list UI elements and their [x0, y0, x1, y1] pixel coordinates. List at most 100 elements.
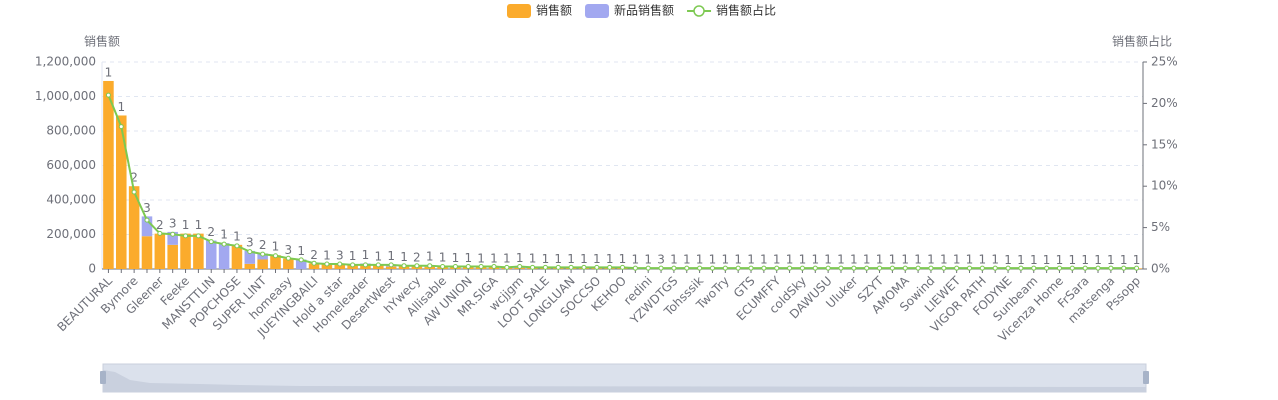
y-tick-label: 200,000: [46, 227, 96, 241]
line-point: [1082, 265, 1088, 271]
bar-label: 1: [272, 240, 280, 254]
bar-label: 1: [567, 252, 575, 266]
line-point: [864, 265, 870, 271]
legend: 销售额 新品销售额 销售额占比: [507, 3, 776, 18]
line-point: [144, 217, 150, 223]
line-point: [1121, 265, 1127, 271]
line-point: [504, 264, 510, 270]
bar-label: 1: [374, 250, 382, 264]
bar: [128, 186, 140, 269]
line-point: [1134, 265, 1140, 271]
legend-label: 新品销售额: [614, 3, 674, 18]
line-point: [568, 264, 574, 270]
bar-label: 1: [606, 252, 614, 266]
line-point: [105, 92, 111, 98]
bar-label: 1: [786, 252, 794, 266]
line-point: [620, 264, 625, 270]
line-point: [941, 265, 947, 271]
y2-tick-label: 10%: [1151, 179, 1178, 193]
line-point: [362, 262, 368, 268]
bar-label: 2: [130, 171, 138, 185]
line-point: [157, 230, 163, 236]
bar-label: 1: [195, 218, 203, 232]
line-point: [170, 231, 176, 237]
bar: [180, 233, 191, 269]
y2-tick-label: 25%: [1151, 55, 1178, 69]
line-point: [825, 265, 831, 271]
y2-tick-label: 5%: [1151, 220, 1170, 234]
bar-label: 1: [297, 244, 305, 258]
line-point: [388, 262, 394, 268]
y2-tick-label: 20%: [1151, 96, 1178, 110]
bar-label: 1: [426, 250, 434, 264]
line-point: [530, 264, 536, 270]
line-point: [247, 249, 253, 255]
line-point: [709, 265, 715, 271]
bar-label: 1: [760, 252, 768, 266]
bar-label: 1: [696, 252, 704, 266]
y2-axis-label: 销售额占比: [1112, 34, 1172, 49]
bar-label: 1: [323, 248, 331, 262]
y-tick-label: 600,000: [46, 158, 96, 172]
line-point: [722, 265, 728, 271]
line-point: [735, 265, 741, 271]
bar-label: 1: [991, 253, 999, 267]
y-tick-label: 800,000: [46, 124, 96, 138]
line-point: [645, 265, 651, 271]
bar-label: 1: [1094, 253, 1102, 267]
line-point: [465, 264, 471, 270]
bar-label: 1: [927, 253, 935, 267]
line-point: [273, 253, 278, 259]
bar-label: 1: [619, 252, 627, 266]
line-point: [761, 265, 767, 271]
line-point: [1069, 265, 1075, 271]
bar-label: 1: [709, 252, 717, 266]
line-point: [915, 265, 921, 271]
bar: [385, 266, 397, 269]
line-point: [440, 264, 446, 270]
bar-label: 1: [477, 251, 485, 265]
line-point: [1056, 265, 1062, 271]
bar: [270, 255, 281, 269]
bar-label: 1: [182, 218, 190, 232]
bar: [244, 263, 256, 269]
bar-label: 1: [953, 253, 961, 267]
y-tick-label: 1,000,000: [35, 89, 96, 103]
data-zoom[interactable]: [100, 363, 1149, 393]
line-point: [1044, 265, 1050, 271]
bar: [295, 259, 307, 269]
line-point: [812, 265, 818, 271]
bar-label: 1: [490, 251, 498, 265]
bar-label: 1: [670, 252, 678, 266]
bar: [308, 263, 320, 269]
bar-label: 1: [901, 253, 909, 267]
bar-label: 2: [259, 238, 267, 252]
bar-label: 1: [593, 252, 601, 266]
bar-label: 3: [143, 201, 151, 215]
bar: [218, 243, 230, 269]
legend-swatch: [507, 4, 531, 18]
bar-label: 1: [580, 252, 588, 266]
zoom-handle[interactable]: [1143, 371, 1149, 384]
bar-label: 1: [824, 252, 832, 266]
bar-label: 1: [1004, 253, 1012, 267]
bar-label: 1: [554, 252, 562, 266]
line-point: [748, 265, 754, 271]
bar: [154, 233, 166, 269]
line-point: [1108, 265, 1114, 271]
line-point: [594, 264, 600, 270]
line-point: [452, 264, 458, 270]
bar-label: 1: [940, 253, 948, 267]
line-point: [414, 263, 420, 269]
bar-label: 1: [1107, 253, 1115, 267]
line-point: [183, 233, 189, 239]
bar-label: 1: [349, 249, 357, 263]
zoom-handle[interactable]: [100, 371, 106, 384]
y-tick-label: 400,000: [46, 193, 96, 207]
bar: [205, 240, 217, 269]
bar-label: 2: [310, 248, 318, 262]
line-point: [221, 241, 227, 247]
bar-label: 1: [1068, 253, 1076, 267]
bar: [231, 244, 243, 269]
bar-label: 1: [1133, 253, 1141, 267]
